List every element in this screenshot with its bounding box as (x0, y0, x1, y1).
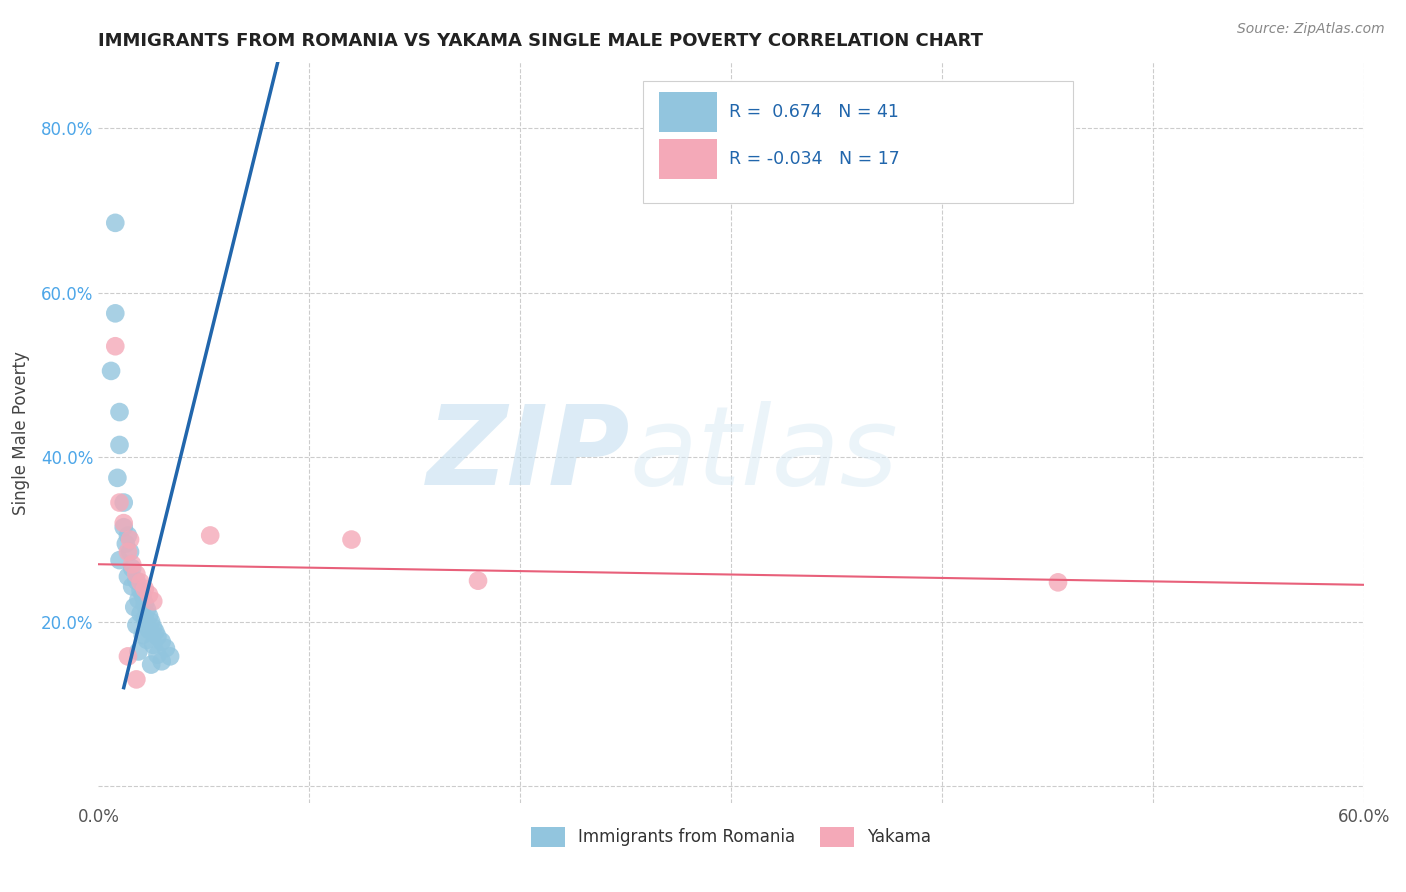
Point (129, 607, 152, 621)
Point (134, 611, 156, 625)
Point (134, 582, 156, 596)
Point (125, 574, 148, 588)
Point (125, 618, 148, 632)
Point (155, 641, 177, 656)
Point (159, 649, 181, 664)
Point (1046, 575, 1070, 590)
Point (138, 609, 160, 624)
Point (134, 597, 156, 611)
Point (120, 533, 141, 547)
Point (112, 495, 135, 509)
Point (129, 575, 152, 590)
FancyBboxPatch shape (659, 92, 717, 132)
Point (136, 602, 159, 616)
Point (141, 615, 163, 629)
Point (117, 569, 139, 583)
FancyBboxPatch shape (643, 81, 1073, 203)
Point (129, 583, 152, 598)
Point (104, 306, 127, 320)
Point (125, 673, 148, 687)
Point (121, 579, 143, 593)
Point (128, 644, 150, 658)
Point (117, 528, 139, 542)
Point (146, 648, 169, 662)
Point (108, 553, 131, 567)
Point (142, 594, 165, 608)
Point (108, 405, 131, 419)
Point (104, 339, 127, 353)
Point (124, 600, 146, 615)
Point (121, 558, 143, 572)
Point (117, 649, 139, 664)
Point (107, 471, 129, 485)
Point (132, 628, 155, 642)
Point (132, 589, 155, 603)
FancyBboxPatch shape (659, 138, 717, 178)
Point (112, 520, 135, 534)
Point (128, 592, 150, 607)
Point (340, 533, 363, 547)
Y-axis label: Single Male Poverty: Single Male Poverty (11, 351, 30, 515)
Legend: Immigrants from Romania, Yakama: Immigrants from Romania, Yakama (524, 820, 938, 854)
Point (136, 632, 159, 647)
Point (117, 545, 139, 559)
Point (146, 630, 169, 644)
Point (100, 364, 122, 378)
Point (115, 536, 138, 550)
Point (141, 657, 163, 672)
Point (138, 588, 160, 602)
Point (120, 545, 141, 559)
Text: IMMIGRANTS FROM ROMANIA VS YAKAMA SINGLE MALE POVERTY CORRELATION CHART: IMMIGRANTS FROM ROMANIA VS YAKAMA SINGLE… (98, 32, 983, 50)
Point (112, 516, 135, 530)
Point (108, 438, 131, 452)
Point (138, 623, 160, 637)
Point (108, 495, 131, 509)
Point (104, 216, 127, 230)
Point (150, 634, 173, 648)
Text: R = -0.034   N = 17: R = -0.034 N = 17 (728, 150, 900, 168)
Point (142, 621, 165, 635)
Point (121, 561, 143, 575)
Text: R =  0.674   N = 41: R = 0.674 N = 41 (728, 103, 898, 121)
Point (467, 574, 489, 588)
Point (145, 624, 166, 639)
Point (125, 567, 148, 582)
Text: atlas: atlas (630, 401, 898, 508)
Point (142, 638, 165, 652)
Point (200, 528, 222, 542)
Text: Source: ZipAtlas.com: Source: ZipAtlas.com (1237, 22, 1385, 37)
Point (150, 654, 173, 668)
Text: ZIP: ZIP (426, 401, 630, 508)
